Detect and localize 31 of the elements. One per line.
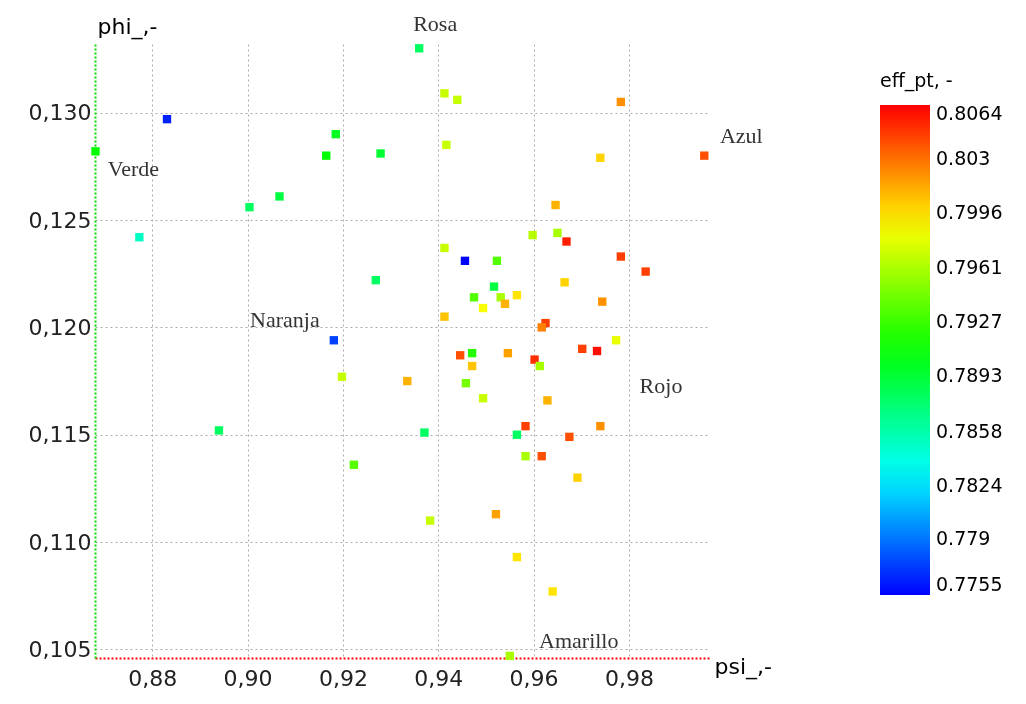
annotation: Verde bbox=[107, 156, 160, 182]
color-bar-label: 0.7893 bbox=[936, 364, 1003, 387]
x-tick-label: 0,94 bbox=[414, 665, 464, 691]
x-tick-label: 0,88 bbox=[128, 665, 178, 691]
y-tick-label: 0,115 bbox=[28, 422, 92, 448]
annotation: Azul bbox=[719, 122, 763, 148]
x-axis-title: psi_,- bbox=[714, 653, 772, 680]
color-bar-label: 0.8064 bbox=[936, 102, 1003, 124]
color-bar-title: eff_pt, - bbox=[880, 69, 953, 92]
y-tick-label: 0,130 bbox=[28, 100, 92, 126]
color-bar-label: 0.7824 bbox=[936, 473, 1003, 496]
x-tick-label: 0,98 bbox=[604, 665, 654, 691]
color-bar-label: 0.7858 bbox=[936, 419, 1003, 442]
annotation: Rojo bbox=[639, 373, 683, 398]
y-tick-label: 0,120 bbox=[28, 314, 92, 340]
color-bar-label: 0.7755 bbox=[936, 573, 1003, 595]
y-tick-label: 0,110 bbox=[28, 529, 92, 555]
color-bar-label: 0.7927 bbox=[936, 310, 1003, 333]
y-tick-label: 0,125 bbox=[28, 207, 92, 233]
annotation: Amarillo bbox=[539, 627, 619, 653]
annotation: Rosa bbox=[413, 11, 458, 37]
color-bar-label: 0.7996 bbox=[936, 200, 1003, 223]
color-bar-label: 0.7961 bbox=[936, 256, 1003, 279]
x-tick-label: 0,96 bbox=[509, 665, 559, 691]
x-tick-label: 0,92 bbox=[318, 665, 368, 691]
x-tick-label: 0,90 bbox=[223, 665, 273, 691]
y-tick-label: 0,105 bbox=[28, 636, 92, 662]
y-axis-title: phi_,- bbox=[97, 13, 158, 40]
color-bar-label: 0.803 bbox=[936, 146, 991, 169]
color-bar-label: 0.779 bbox=[936, 527, 991, 550]
annotation: Naranja bbox=[250, 307, 320, 333]
